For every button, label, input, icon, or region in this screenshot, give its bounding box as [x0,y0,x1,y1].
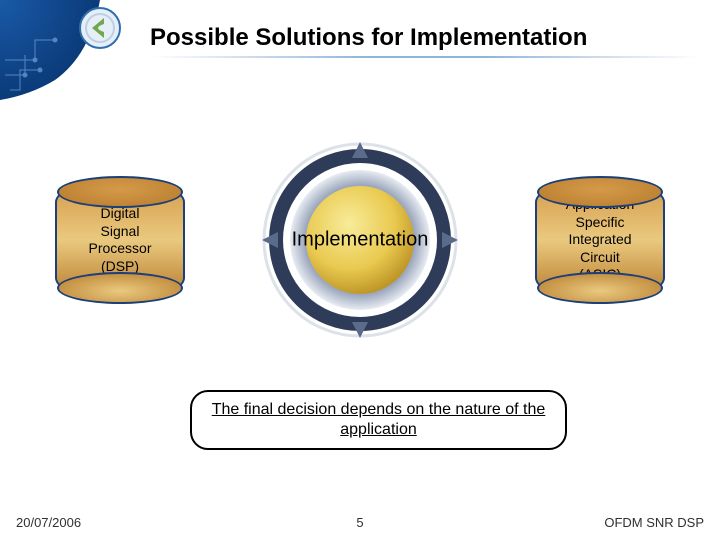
slide-title: Possible Solutions for Implementation [150,24,700,52]
option-pill-asic: Application Specific Integrated Circuit … [535,180,665,300]
diagram: Digital Signal Processor (DSP) [0,150,720,370]
footer-date: 20/07/2006 [16,515,81,530]
center-medallion: Implementation [260,140,460,340]
option-pill-dsp-text: Digital Signal Processor (DSP) [88,205,151,275]
option-pill-asic-text: Application Specific Integrated Circuit … [566,196,635,284]
corner-graphic [0,0,130,100]
option-pill-dsp: Digital Signal Processor (DSP) [55,180,185,300]
slide: Possible Solutions for Implementation Di… [0,0,720,540]
back-button[interactable] [78,6,122,50]
footer: 20/07/2006 5 OFDM SNR DSP [0,508,720,530]
title-underline [150,56,700,58]
center-label: Implementation [260,229,460,252]
footer-tag: OFDM SNR DSP [604,515,704,530]
footer-page-number: 5 [356,515,363,530]
caption-box: The final decision depends on the nature… [190,390,567,450]
